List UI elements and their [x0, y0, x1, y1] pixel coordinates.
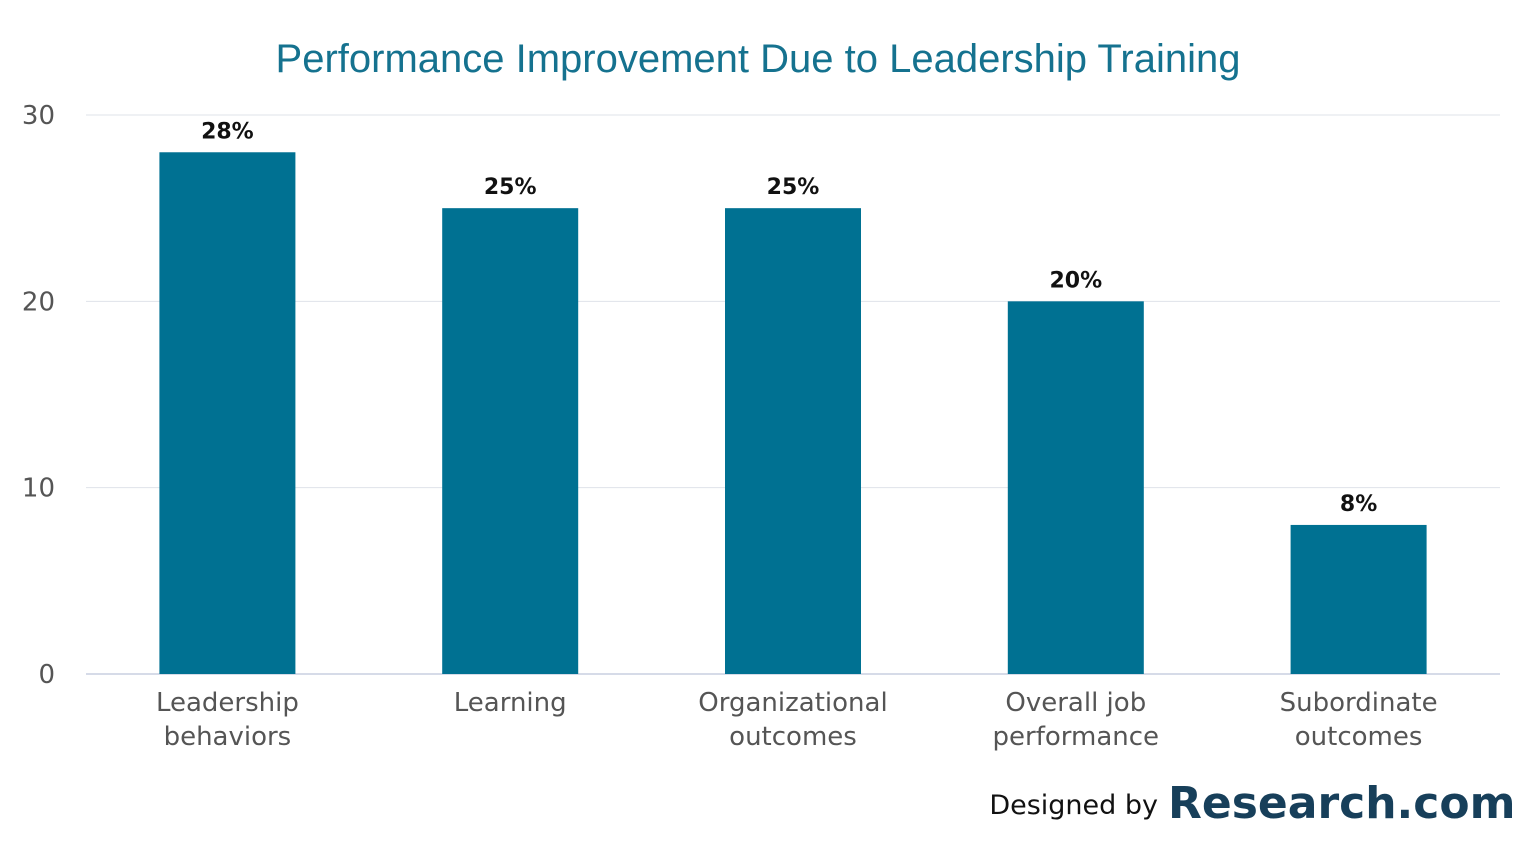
credit-lead-text: Designed by	[989, 790, 1158, 821]
x-category-label-line: Overall job	[1005, 688, 1146, 718]
x-category-label-line: Leadership	[156, 688, 299, 718]
x-category-label: Organizational outcomes	[698, 688, 887, 752]
data-label: 28%	[201, 119, 254, 144]
y-tick-label: 20	[22, 287, 55, 317]
data-label: 25%	[767, 175, 820, 200]
bar	[1290, 524, 1427, 674]
x-category-label-line: Learning	[454, 688, 567, 718]
chart-title: Performance Improvement Due to Leadershi…	[276, 37, 1241, 81]
x-category-label-line: outcomes	[729, 722, 857, 752]
x-category-label-line: performance	[993, 722, 1160, 752]
y-tick-label: 0	[38, 660, 55, 690]
bar	[442, 208, 579, 674]
credit: Designed by Research.com	[989, 778, 1515, 829]
x-category-label: Learning	[454, 688, 567, 718]
data-label: 25%	[484, 175, 537, 200]
x-axis-categories: Leadership behaviors Learning Organizationa…	[156, 688, 1438, 752]
x-category-label: Leadership behaviors	[156, 688, 299, 752]
x-category-label-line: Organizational	[698, 688, 887, 718]
bar	[725, 208, 861, 674]
brand-logo: Research.com	[1168, 778, 1515, 829]
data-label: 8%	[1340, 492, 1377, 517]
x-category-label-line: outcomes	[1295, 722, 1423, 752]
y-tick-label: 10	[22, 474, 55, 504]
x-category-label: Overall job performance	[993, 688, 1160, 752]
data-labels: 28% 25% 25% 20% 8%	[201, 119, 1377, 517]
bar	[159, 152, 296, 674]
bar	[1007, 301, 1144, 674]
data-label: 20%	[1049, 268, 1102, 293]
bars	[159, 152, 1427, 674]
x-category-label: Subordinate outcomes	[1280, 688, 1438, 752]
x-category-label-line: Subordinate	[1280, 688, 1438, 718]
y-tick-label: 30	[22, 101, 55, 131]
x-category-label-line: behaviors	[164, 722, 292, 752]
y-axis-ticks: 0 10 20 30	[22, 101, 55, 690]
